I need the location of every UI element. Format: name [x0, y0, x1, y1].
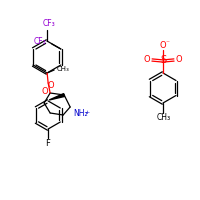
Text: S: S — [160, 55, 166, 65]
Text: CH₃: CH₃ — [157, 114, 171, 122]
Text: F: F — [45, 138, 50, 148]
Text: CF₃: CF₃ — [43, 20, 55, 28]
Text: CF₃: CF₃ — [33, 36, 46, 46]
Text: O: O — [160, 40, 166, 49]
Text: O: O — [144, 55, 150, 64]
Text: +: + — [84, 110, 89, 114]
Text: CH₃: CH₃ — [56, 66, 69, 72]
Text: ⁻: ⁻ — [165, 38, 169, 47]
Text: O: O — [48, 82, 54, 90]
Polygon shape — [49, 94, 65, 100]
Text: O: O — [42, 88, 48, 97]
Text: NH₂: NH₂ — [73, 110, 88, 118]
Text: O: O — [176, 55, 182, 64]
